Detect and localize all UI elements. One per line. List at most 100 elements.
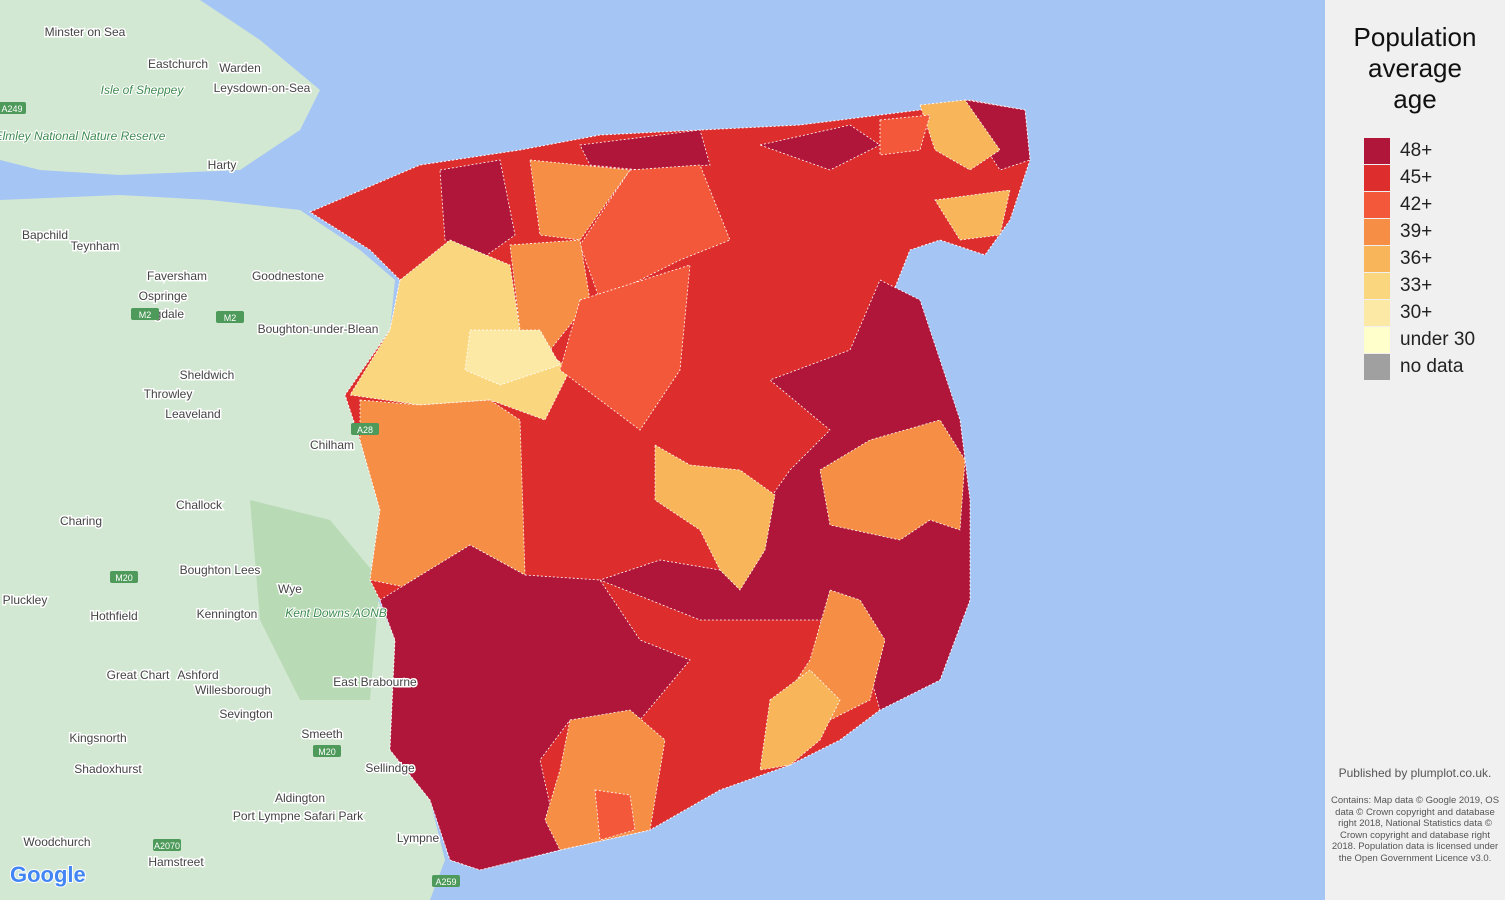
place-label: Kennington (197, 607, 258, 621)
place-label: Aldington (275, 791, 325, 805)
place-label: Great Chart (107, 668, 170, 682)
legend-item: 39+ (1364, 219, 1432, 245)
legend-swatch (1364, 273, 1390, 299)
ward (819, 419, 966, 541)
map: Minster on Sea Eastchurch Warden Leysdown-o… (0, 0, 1325, 900)
ward (919, 99, 1001, 171)
road-label: A28 (357, 425, 373, 435)
place-label: Boughton-under-Blean (258, 322, 379, 336)
published-by: Published by plumplot.co.uk. (1338, 766, 1492, 780)
area-label: Elmley National Nature Reserve (0, 129, 166, 143)
place-label: Hothfield (90, 609, 137, 623)
legend-item: under 30 (1364, 327, 1475, 353)
place-label: Harty (208, 158, 237, 172)
place-label: Charing (60, 514, 102, 528)
ward (439, 159, 516, 261)
area-label: Isle of Sheppey (101, 83, 185, 97)
road-shield (216, 311, 244, 323)
road-label: M20 (115, 573, 133, 583)
place-label: Goodnestone (252, 269, 324, 283)
place-label: Hamstreet (148, 855, 204, 869)
downs (250, 500, 380, 700)
place-label: Bapchild (22, 228, 68, 242)
legend-item: no data (1364, 354, 1463, 380)
land (0, 195, 445, 900)
place-label: Wye (278, 582, 302, 596)
ward (559, 264, 691, 431)
place-label: Willesborough (195, 683, 271, 697)
legend-item: 42+ (1364, 192, 1432, 218)
legend-title: Population average age (1353, 22, 1477, 114)
legend-swatch (1364, 192, 1390, 218)
ward (598, 279, 971, 711)
place-label: Port Lympne Safari Park (233, 809, 364, 823)
place-label: Boughton Lees (180, 563, 261, 577)
place-label: Leaveland (165, 407, 220, 421)
legend-swatch (1364, 327, 1390, 353)
road-label: A2070 (154, 841, 180, 851)
place-label: Warden (219, 61, 261, 75)
legend-label: 30+ (1400, 302, 1433, 323)
land (0, 0, 320, 175)
legend-swatch (1364, 165, 1390, 191)
legend-swatch (1364, 354, 1390, 380)
road-label: A249 (1, 104, 22, 114)
place-label: Sevington (219, 707, 272, 721)
road-label: A259 (435, 877, 456, 887)
road-shield (110, 571, 138, 583)
place-label: Sellindge (365, 761, 415, 775)
legend-item: 30+ (1364, 300, 1432, 326)
legend-label: 33+ (1400, 275, 1433, 296)
place-label: Teynham (71, 239, 120, 253)
place-label: Lympne (397, 831, 440, 845)
legend-label: 36+ (1400, 248, 1433, 269)
place-label: Throwley (144, 387, 193, 401)
place-label: Shadoxhurst (74, 762, 142, 776)
place-label: Minster on Sea (45, 25, 126, 39)
ward (879, 114, 931, 156)
legend-label: no data (1400, 356, 1464, 377)
legend-label: 39+ (1400, 221, 1433, 242)
legend-swatch (1364, 300, 1390, 326)
legend-item: 45+ (1364, 165, 1432, 191)
area-label: Kent Downs AONB (285, 606, 387, 620)
ward (379, 544, 691, 871)
legend-swatch (1364, 219, 1390, 245)
road-shield (432, 875, 460, 887)
road-shield (0, 102, 26, 114)
road-label: M20 (318, 747, 336, 757)
google-logo: Google (10, 862, 86, 887)
ward (934, 189, 1011, 241)
ward (544, 709, 666, 851)
ward (509, 239, 591, 351)
legend-swatch (1364, 246, 1390, 272)
road-shield (153, 839, 181, 851)
legend-item: 33+ (1364, 273, 1432, 299)
place-label: Chilham (310, 438, 354, 452)
road-label: M2 (224, 313, 237, 323)
place-label: Woodchurch (23, 835, 90, 849)
road-label: M2 (139, 310, 152, 320)
road-shield (313, 745, 341, 757)
legend-swatch (1364, 138, 1390, 164)
place-label: Ospringe (139, 289, 188, 303)
road-shield (351, 423, 379, 435)
place-label: Ashford (177, 668, 218, 682)
place-label: Pluckley (3, 593, 48, 607)
attribution: Contains: Map data © Google 2019, OS dat… (1330, 795, 1500, 864)
legend-panel: Population average age 48+ 45+ 42+ 39+ 36+ 33… (1325, 0, 1505, 900)
place-label: Kingsnorth (69, 731, 126, 745)
ward (594, 789, 636, 841)
road-shield (131, 308, 159, 320)
legend-label: 45+ (1400, 167, 1433, 188)
place-label: Leysdown-on-Sea (214, 81, 311, 95)
place-label: Sheldwich (180, 368, 235, 382)
legend-label: 48+ (1400, 140, 1433, 161)
legend-label: 42+ (1400, 194, 1433, 215)
place-label: East Brabourne (333, 675, 417, 689)
place-label: Faversham (147, 269, 207, 283)
legend-item: 48+ (1364, 138, 1432, 164)
place-label: Eastchurch (148, 57, 208, 71)
place-label: Challock (176, 498, 223, 512)
